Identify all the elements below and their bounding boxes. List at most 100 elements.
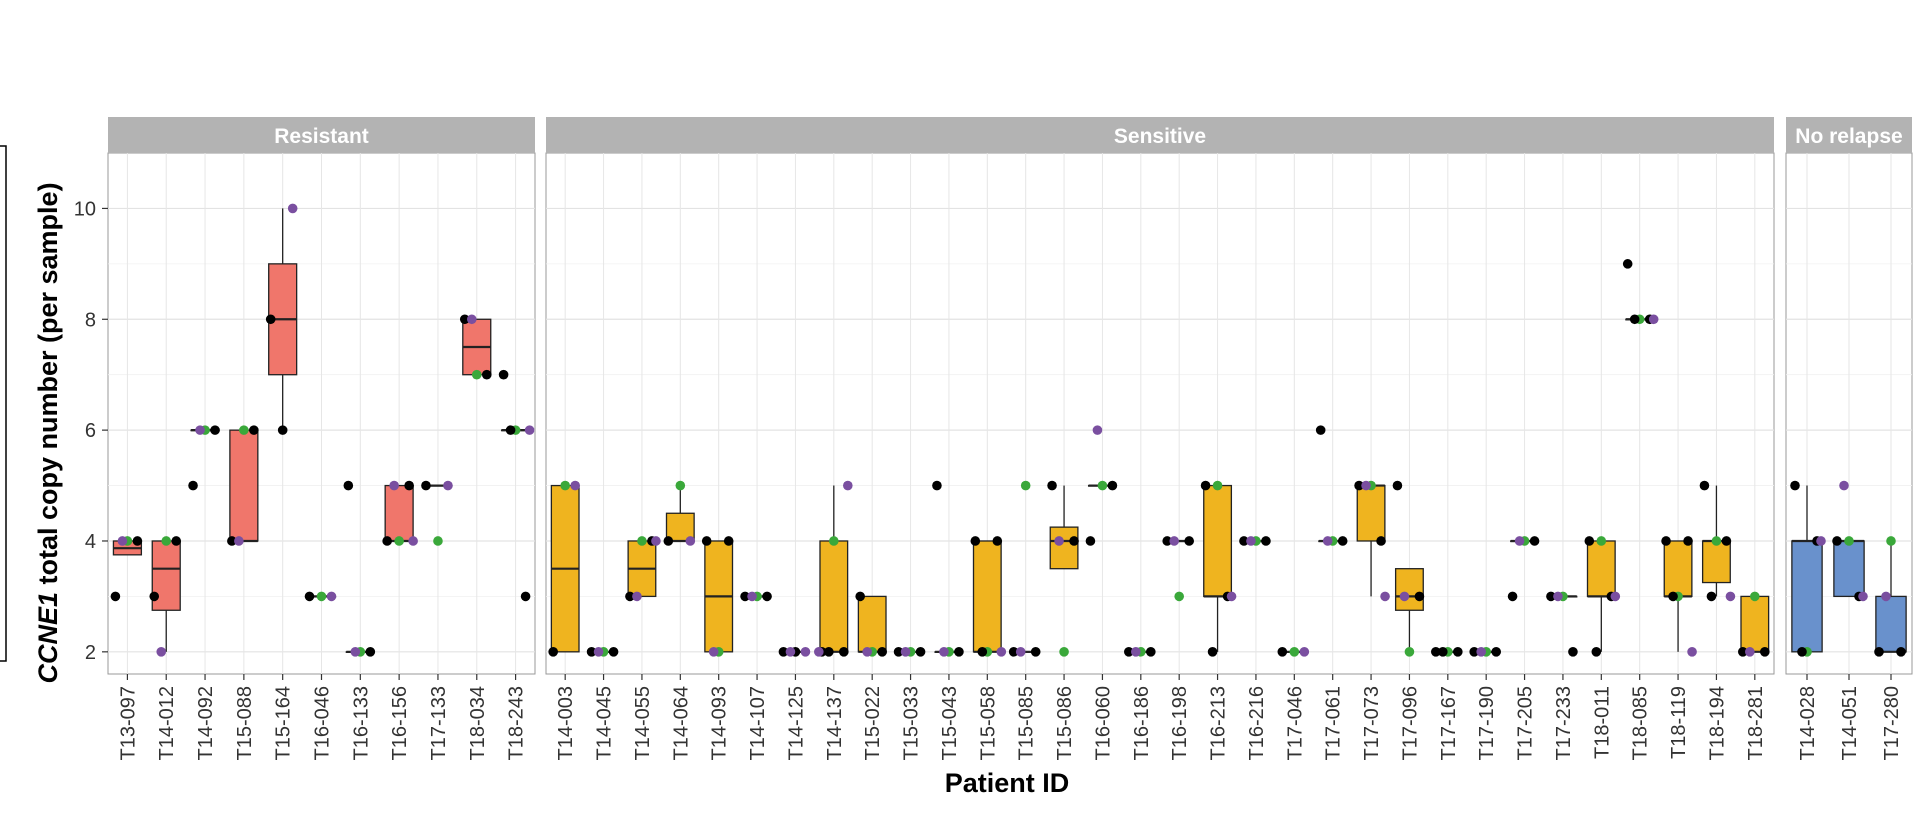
box-T15-058 — [972, 540, 1002, 653]
box-T15-086 — [1049, 526, 1079, 570]
point-T15-022-2 — [877, 647, 887, 657]
x-tick-label-T18-194: T18-194 — [1706, 686, 1728, 761]
point-T18-085-1 — [1622, 259, 1633, 269]
point-T16-046-2 — [326, 591, 337, 602]
point-T14-093-3 — [708, 647, 719, 657]
y-tick-label-6: 6 — [85, 420, 96, 442]
point-T16-156-4 — [408, 536, 418, 546]
point-T15-088-2 — [249, 425, 259, 435]
point-T17-167-2 — [1453, 647, 1463, 657]
point-T16-133-1 — [343, 480, 354, 491]
point-T17-167-3 — [1438, 647, 1448, 657]
x-tick-label-T17-190: T17-190 — [1476, 686, 1498, 761]
x-tick-label-T16-216: T16-216 — [1246, 686, 1268, 761]
point-T18-119-2 — [1683, 536, 1693, 546]
point-T17-133-0 — [433, 536, 443, 546]
box-T17-073 — [1356, 484, 1386, 542]
point-T15-033-1 — [893, 647, 904, 657]
x-tick-label-T14-093: T14-093 — [709, 686, 731, 761]
axes-layer — [0, 145, 1892, 680]
point-T18-011-0 — [1596, 536, 1607, 546]
point-T15-058-4 — [996, 647, 1007, 657]
point-T18-281-0 — [1750, 591, 1760, 602]
point-T16-156-0 — [394, 536, 404, 546]
point-T16-046-0 — [316, 591, 327, 602]
box-T15-022 — [857, 595, 887, 653]
point-T15-033-2 — [915, 647, 926, 657]
point-T15-043-3 — [939, 647, 949, 657]
point-T14-045-2 — [608, 647, 619, 657]
point-T17-073-4 — [1380, 591, 1390, 602]
point-T18-011-1 — [1584, 536, 1595, 546]
x-tick-label-T17-096: T17-096 — [1399, 686, 1421, 761]
point-T14-012-0 — [161, 536, 172, 546]
y-axis-title-gene: CCNE1 — [33, 592, 63, 684]
point-T16-198-3 — [1169, 536, 1179, 546]
box-T14-137 — [819, 540, 849, 653]
point-T15-086-1 — [1047, 480, 1057, 491]
point-T14-051-4 — [1858, 591, 1868, 602]
point-T17-133-1 — [421, 480, 431, 491]
point-T16-213-4 — [1226, 591, 1237, 602]
point-T18-194-4 — [1725, 591, 1736, 602]
point-T15-088-1 — [227, 536, 237, 546]
point-T15-022-1 — [855, 591, 865, 602]
box-T15-088 — [229, 429, 259, 542]
point-T18-085-3 — [1629, 314, 1640, 325]
point-T15-088-0 — [239, 425, 249, 435]
point-T18-119-3 — [1668, 591, 1678, 602]
box-T18-011 — [1586, 540, 1616, 598]
point-T15-164-1 — [265, 314, 276, 325]
x-tick-label-T17-133: T17-133 — [428, 686, 450, 761]
y-tick-label-4: 4 — [85, 531, 96, 553]
point-T16-133-3 — [350, 647, 361, 657]
point-T16-186-2 — [1146, 647, 1156, 657]
point-T14-107-1 — [740, 591, 750, 602]
point-T14-055-0 — [637, 536, 647, 546]
point-T16-213-1 — [1200, 480, 1211, 491]
point-T18-034-1 — [459, 314, 470, 325]
x-tick-label-T17-280: T17-280 — [1881, 686, 1903, 761]
point-T17-190-2 — [1491, 647, 1501, 657]
x-tick-label-T18-034: T18-034 — [467, 686, 489, 761]
point-T14-003-2 — [570, 480, 580, 491]
point-T17-280-1 — [1874, 647, 1884, 657]
point-T17-205-3 — [1514, 536, 1525, 546]
left-bracket — [0, 145, 7, 662]
point-T17-096-2 — [1414, 591, 1425, 602]
panel-strip-1 — [546, 117, 1774, 153]
box-T14-051 — [1833, 540, 1865, 598]
point-T18-119-1 — [1661, 536, 1671, 546]
point-T15-033-3 — [900, 647, 911, 657]
point-T16-213-3 — [1207, 647, 1218, 657]
point-T17-280-0 — [1886, 536, 1896, 546]
x-tick-label-T15-164: T15-164 — [273, 686, 295, 761]
point-T16-156-1 — [382, 536, 392, 546]
point-T16-060-0 — [1097, 480, 1108, 491]
x-tick-label-T17-233: T17-233 — [1553, 686, 1575, 761]
point-T14-012-1 — [149, 591, 160, 602]
x-tick-label-T16-213: T16-213 — [1208, 686, 1230, 761]
x-tick-label-T17-061: T17-061 — [1323, 686, 1345, 761]
point-T14-051-1 — [1832, 536, 1842, 546]
point-T14-137-4 — [843, 480, 853, 491]
point-T18-243-4 — [524, 425, 535, 435]
point-T18-034-3 — [466, 314, 477, 325]
point-T15-058-2 — [992, 536, 1003, 546]
point-T14-137-0 — [829, 536, 839, 546]
x-tick-label-T14-055: T14-055 — [632, 686, 654, 761]
x-tick-label-T18-281: T18-281 — [1745, 686, 1767, 761]
point-T13-097-1 — [110, 591, 121, 602]
point-T17-046-1 — [1277, 647, 1288, 657]
x-tick-label-T14-051: T14-051 — [1839, 686, 1861, 761]
point-T18-034-2 — [481, 369, 492, 380]
point-T18-034-0 — [471, 369, 482, 380]
point-T16-198-0 — [1174, 591, 1184, 602]
x-tick-label-T18-011: T18-011 — [1591, 686, 1613, 759]
point-T17-096-1 — [1392, 480, 1403, 491]
point-T17-046-2 — [1299, 647, 1310, 657]
point-T15-086-0 — [1059, 647, 1069, 657]
point-T15-022-3 — [862, 647, 872, 657]
point-T16-198-1 — [1162, 536, 1172, 546]
